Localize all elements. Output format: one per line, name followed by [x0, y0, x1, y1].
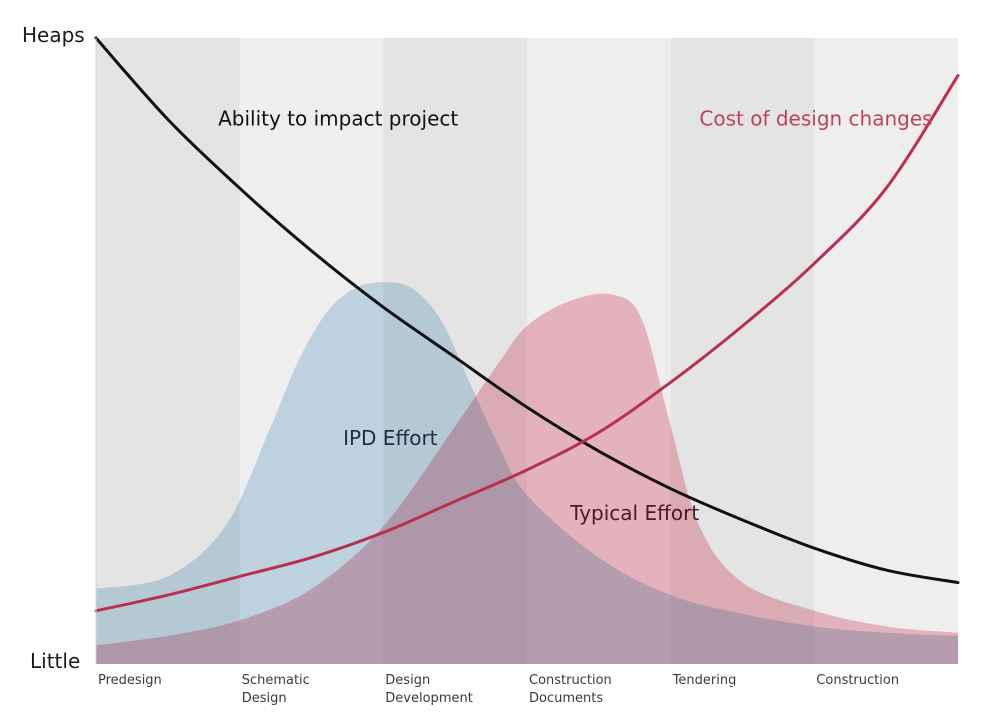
effort-areas	[96, 282, 958, 664]
trend-lines	[94, 36, 960, 613]
x-label-schematic: Schematic Design	[242, 673, 310, 706]
x-axis-labels: Predesign Schematic Design Design Developmen…	[98, 673, 899, 706]
x-label-design-dev: Design Development	[385, 673, 473, 706]
typical-effort-area	[96, 293, 958, 664]
annotation-ipd: IPD Effort	[343, 426, 438, 450]
chart-annotations: Ability to impact project Cost of design …	[218, 107, 932, 525]
x-label-construction-docs: Construction Documents	[529, 673, 612, 706]
cost-of-design-changes-line	[94, 74, 960, 613]
ability-to-impact-project-line	[94, 36, 960, 585]
x-label-tendering: Tendering	[672, 673, 737, 688]
ipd-effort-area	[96, 282, 958, 664]
x-label-predesign: Predesign	[98, 673, 162, 688]
y-axis-bottom-label: Little	[30, 649, 80, 673]
x-label-construction: Construction	[816, 673, 899, 688]
annotation-cost: Cost of design changes	[699, 107, 932, 131]
y-axis-top-label: Heaps	[22, 23, 85, 47]
phase-band-construction	[814, 38, 958, 664]
watermark-text: 头条 @天正CAD自学	[726, 681, 915, 705]
annotation-typical: Typical Effort	[569, 501, 699, 525]
annotation-ability: Ability to impact project	[218, 107, 458, 131]
